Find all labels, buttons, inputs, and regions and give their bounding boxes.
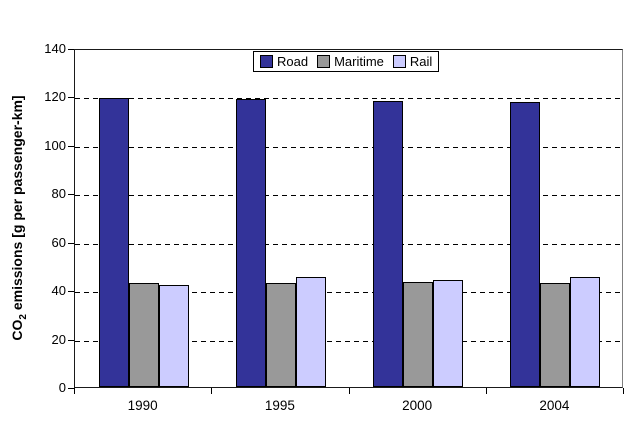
y-axis-tick-label-120: 120 [44,89,66,105]
plot-area [74,49,623,388]
gridline-40 [75,292,622,294]
x-axis-tick-0 [74,388,75,394]
y-axis-tick-40 [68,291,74,293]
bar-maritime-2004 [540,282,571,387]
bar-rail-2004 [570,276,601,387]
y-axis-tick-120 [68,97,74,99]
x-axis-tick-2 [348,388,350,394]
y-axis-tick-label-140: 140 [44,41,66,56]
y-axis-tick-label-40: 40 [51,283,66,299]
legend-item-maritime: Maritime [317,54,384,69]
gridline-20 [75,340,622,342]
legend-label-rail: Rail [409,54,433,69]
y-axis-title: CO2 emissions [g per passenger-km] [9,95,29,340]
y-axis-tick-label-80: 80 [51,186,66,202]
bar-rail-1995 [295,276,326,387]
y-axis-tick-label-100: 100 [44,137,66,153]
legend-label-road: Road [277,54,309,69]
gridline-100 [75,146,622,148]
bar-road-1990 [98,97,129,387]
legend-swatch-road-icon [260,55,273,68]
y-axis-title-suffix: emissions [g per passenger-km] [9,95,26,315]
y-axis-tick-0 [68,388,74,389]
bar-road-2004 [510,102,541,387]
bar-road-2000 [373,101,404,387]
y-axis-tick-label-60: 60 [51,234,66,250]
x-axis-tick-1 [211,388,213,394]
x-axis-tick-label-2004: 2004 [539,398,570,413]
legend-swatch-rail-icon [392,55,406,68]
x-axis-tick-4 [623,388,624,394]
legend: Road Maritime Rail [253,51,440,72]
y-axis-tick-label-0: 0 [58,380,66,395]
x-axis-tick-label-2000: 2000 [402,398,433,413]
bar-maritime-2000 [403,281,434,387]
y-axis-tick-60 [68,242,74,244]
legend-item-rail: Rail [392,54,433,69]
y-axis-tick-140 [68,49,74,50]
gridline-120 [75,98,622,100]
y-axis-tick-20 [68,339,74,341]
gridline-60 [75,243,622,245]
y-axis-tick-label-20: 20 [51,331,66,347]
y-axis-tick-80 [68,194,74,196]
legend-swatch-maritime-icon [317,55,331,68]
x-axis-tick-label-1990: 1990 [127,398,158,413]
x-axis-tick-label-1995: 1995 [264,398,295,413]
x-axis-tick-3 [485,388,487,394]
legend-item-road: Road [260,54,308,69]
bar-rail-2000 [433,280,464,387]
bar-maritime-1990 [128,282,159,387]
gridline-80 [75,195,622,197]
y-axis-title-subscript: 2 [17,314,29,320]
bar-maritime-1995 [265,282,296,387]
bar-road-1995 [235,98,266,387]
legend-label-maritime: Maritime [334,54,384,69]
bar-rail-1990 [158,285,189,387]
y-axis-tick-100 [68,145,74,147]
